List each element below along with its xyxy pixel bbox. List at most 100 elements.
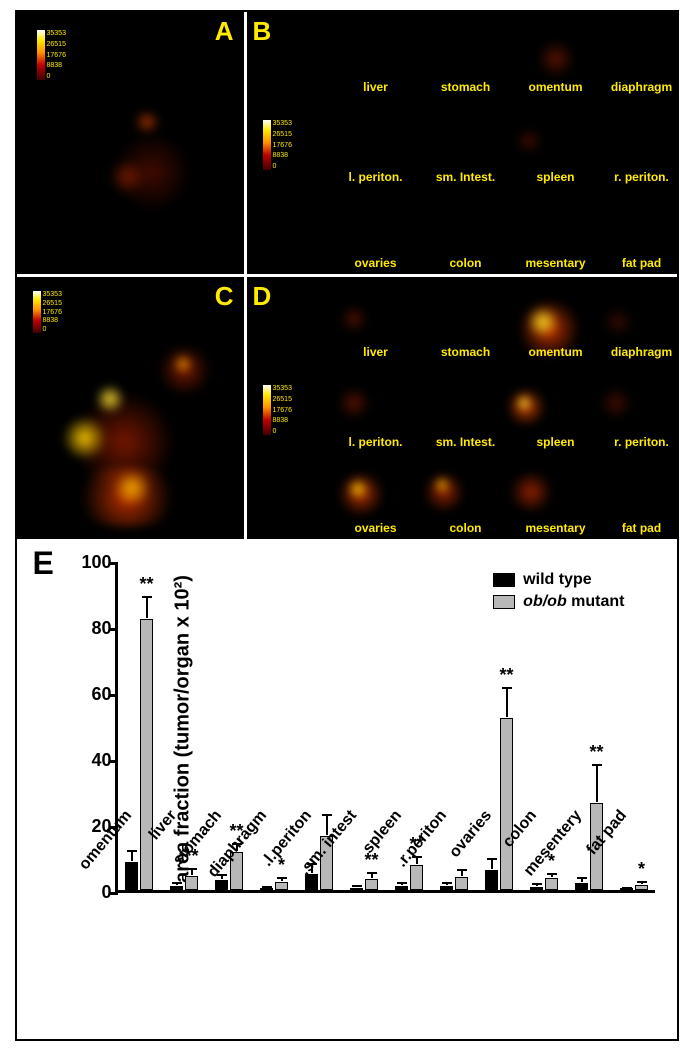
fluorescence-blob bbox=[537, 42, 575, 76]
ytick-label: 60 bbox=[72, 684, 112, 705]
legend-item-ob: ob/ob mutant bbox=[493, 593, 624, 611]
legend-swatch-icon bbox=[493, 573, 515, 587]
ytick-mark bbox=[109, 694, 118, 697]
fluorescence-blob bbox=[339, 307, 369, 331]
panel-D: D 35353 26515 17676 8838 0 liverstomacho… bbox=[247, 277, 677, 539]
bar-ob: * bbox=[635, 885, 648, 890]
significance-mark: ** bbox=[139, 574, 153, 595]
scale-tick: 0 bbox=[43, 326, 62, 333]
organ-label: colon bbox=[423, 521, 509, 535]
fluorescence-blob bbox=[172, 355, 194, 373]
error-cap bbox=[442, 882, 452, 884]
bar-wt bbox=[395, 886, 408, 890]
organ-label: ovaries bbox=[333, 521, 419, 535]
error-cap bbox=[592, 764, 602, 766]
organ-label: fat pad bbox=[599, 521, 677, 535]
fluorescence-blob bbox=[62, 417, 107, 459]
row-wildtype: wild type A 35353 26515 17676 8838 0 B bbox=[17, 12, 677, 274]
scale-bar-icon bbox=[37, 30, 45, 80]
scale-tick: 17676 bbox=[43, 309, 62, 316]
organ-label: mesentary bbox=[513, 521, 599, 535]
panel-letter-A: A bbox=[215, 16, 234, 47]
bar-wt bbox=[260, 888, 273, 890]
fluorescence-blob bbox=[107, 162, 147, 192]
bar-wt bbox=[575, 883, 588, 890]
scale-tick: 35353 bbox=[47, 30, 66, 37]
scale-bar-icon bbox=[33, 291, 41, 333]
error-cap bbox=[367, 872, 377, 874]
legend-swatch-icon bbox=[493, 595, 515, 609]
error-cap bbox=[172, 882, 182, 884]
organ-label: l. periton. bbox=[333, 170, 419, 184]
panel-letter-C: C bbox=[215, 281, 234, 312]
row-obob: ob/ob mutant C 35353 26515 17676 8838 0 … bbox=[17, 277, 677, 539]
error-cap bbox=[262, 886, 272, 888]
error-bar bbox=[506, 688, 508, 718]
organ-label: l. periton. bbox=[333, 435, 419, 449]
scale-ticks-A: 35353 26515 17676 8838 0 bbox=[45, 30, 66, 80]
bar-wt bbox=[170, 886, 183, 890]
scale-tick: 0 bbox=[47, 73, 66, 80]
organ-label: spleen bbox=[513, 170, 599, 184]
organ-label: sm. Intest. bbox=[423, 435, 509, 449]
organ-label: sm. Intest. bbox=[423, 170, 509, 184]
error-cap bbox=[142, 596, 152, 598]
error-cap bbox=[187, 868, 197, 870]
organ-label: mesentary bbox=[513, 256, 599, 270]
fluorescence-blob bbox=[527, 307, 559, 337]
scale-tick: 35353 bbox=[43, 291, 62, 298]
panel-letter-E: E bbox=[33, 545, 54, 582]
error-bar bbox=[146, 597, 148, 618]
panel-B: B 35353 26515 17676 8838 0 liverstomacho… bbox=[247, 12, 677, 274]
error-cap bbox=[277, 877, 287, 879]
error-cap bbox=[397, 882, 407, 884]
organ-label: liver bbox=[333, 80, 419, 94]
fluorescence-blob bbox=[112, 472, 152, 504]
scale-ticks-C: 35353 26515 17676 8838 0 bbox=[41, 291, 62, 333]
organ-label: diaphragm bbox=[599, 80, 677, 94]
panel-E: E area fraction (tumor/organ x 10²) wild… bbox=[17, 539, 677, 1039]
error-cap bbox=[532, 883, 542, 885]
legend-italic: ob/ob bbox=[523, 593, 567, 610]
bar-wt bbox=[530, 887, 543, 890]
fluorescence-blob bbox=[515, 130, 543, 152]
organ-label: spleen bbox=[513, 435, 599, 449]
scale-tick: 17676 bbox=[47, 52, 66, 59]
significance-mark: * bbox=[638, 859, 645, 880]
scale-tick: 8838 bbox=[43, 317, 62, 324]
panel-A: A 35353 26515 17676 8838 0 bbox=[17, 12, 247, 274]
organ-grid-B: liverstomachomentumdiaphragml. periton.s… bbox=[247, 12, 677, 274]
organ-label: fat pad bbox=[599, 256, 677, 270]
organ-label: ovaries bbox=[333, 256, 419, 270]
fluorescence-blob bbox=[603, 309, 633, 335]
error-cap bbox=[352, 885, 362, 887]
scale-A: 35353 26515 17676 8838 0 bbox=[37, 30, 66, 80]
error-bar bbox=[596, 765, 598, 801]
organ-label: colon bbox=[423, 256, 509, 270]
legend-label: wild type bbox=[523, 571, 591, 589]
fluorescence-blob bbox=[337, 389, 371, 417]
scale-tick: 26515 bbox=[43, 300, 62, 307]
chart-legend: wild type ob/ob mutant bbox=[493, 571, 624, 615]
fluorescence-blob bbox=[433, 477, 451, 493]
error-cap bbox=[457, 869, 467, 871]
ytick-label: 100 bbox=[72, 552, 112, 573]
ytick-label: 40 bbox=[72, 750, 112, 771]
organ-label: stomach bbox=[423, 345, 509, 359]
fluorescence-blob bbox=[515, 395, 533, 411]
error-cap bbox=[502, 687, 512, 689]
organ-label: r. periton. bbox=[599, 170, 677, 184]
significance-mark: ** bbox=[589, 742, 603, 763]
ytick-mark bbox=[109, 628, 118, 631]
bar-wt bbox=[350, 888, 363, 890]
fluorescence-blob bbox=[509, 473, 553, 511]
bar-wt bbox=[440, 886, 453, 890]
legend-label: ob/ob mutant bbox=[523, 593, 624, 611]
scale-tick: 26515 bbox=[47, 41, 66, 48]
organ-label: diaphragm bbox=[599, 345, 677, 359]
fluorescence-blob bbox=[599, 389, 633, 417]
scale-tick: 8838 bbox=[47, 62, 66, 69]
fluorescence-blob bbox=[347, 479, 369, 499]
ytick-mark bbox=[109, 760, 118, 763]
panel-C: C 35353 26515 17676 8838 0 bbox=[17, 277, 247, 539]
